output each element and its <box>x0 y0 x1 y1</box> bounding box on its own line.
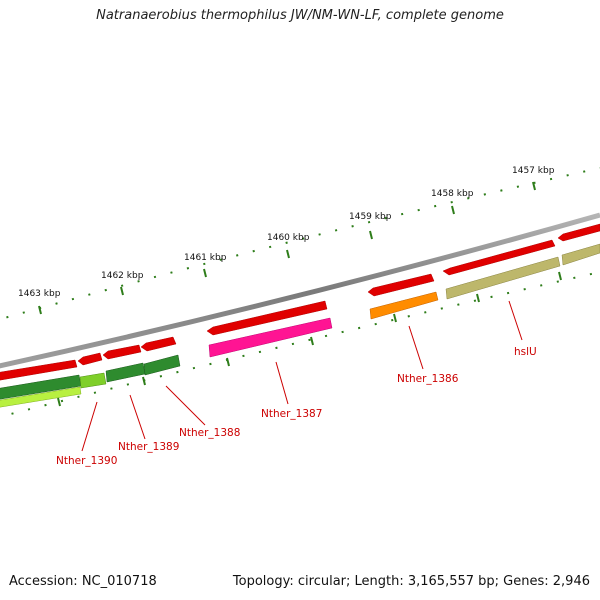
leader-nther-1390 <box>81 401 98 452</box>
cds-arrow-nther-1390b <box>0 359 78 381</box>
kbp-label: 1462 kbp <box>101 271 144 281</box>
inner-major-tick <box>310 336 314 346</box>
leader-nther-1386 <box>408 325 424 370</box>
gene-label-nther-1388: Nther_1388 <box>179 427 240 439</box>
topology-text: Topology: circular; Length: 3,165,557 bp… <box>232 574 590 589</box>
kbp-label: 1460 kbp <box>267 233 310 243</box>
major-tick <box>203 268 207 278</box>
feature-bar-nther-1390-light <box>79 372 107 389</box>
inner-tick-ruler <box>0 271 600 418</box>
kbp-labels: 1457 kbp 1458 kbp 1459 kbp 1460 kbp 1461… <box>18 166 555 299</box>
cds-arrow-hslU <box>442 239 556 276</box>
gene-label-nther-1386: Nther_1386 <box>397 373 459 385</box>
kbp-label: 1457 kbp <box>512 166 555 176</box>
inner-major-tick <box>476 293 480 303</box>
map-title: Natranaerobius thermophilus JW/NM-WN-LF,… <box>96 8 504 23</box>
kbp-label: 1459 kbp <box>349 212 392 222</box>
inner-major-tick <box>393 313 397 323</box>
cds-arrow-nther-1386 <box>367 273 435 297</box>
gene-label-hslU: hslU <box>514 346 537 358</box>
inner-major-tick <box>142 376 146 386</box>
label-leaders <box>81 300 523 452</box>
inner-major-tick <box>226 357 230 367</box>
major-tick <box>451 205 455 215</box>
cds-arrow-nther-1389 <box>102 344 142 360</box>
gene-label-nther-1390: Nther_1390 <box>56 455 117 467</box>
accession-text: Accession: NC_010718 <box>9 574 157 589</box>
feature-bar-hslU-2 <box>561 243 600 266</box>
feature-bar-hslU <box>445 256 561 300</box>
major-tick <box>532 181 536 191</box>
major-tick <box>286 249 290 259</box>
feature-bar-nther-1388 <box>143 354 181 376</box>
major-tick <box>38 305 42 315</box>
leader-nther-1388 <box>165 385 206 426</box>
kbp-label: 1463 kbp <box>18 289 61 299</box>
leader-nther-1389 <box>129 394 146 440</box>
forward-strand-genes <box>0 223 600 381</box>
cds-arrow-nther-1390a <box>77 352 103 366</box>
cds-arrow-nther-1388 <box>140 336 177 352</box>
inner-major-tick <box>57 397 61 407</box>
major-tick <box>369 230 373 240</box>
feature-bar-nther-1387 <box>208 317 333 358</box>
gene-labels: hslU Nther_1386 Nther_1387 Nther_1388 Nt… <box>56 346 537 467</box>
outer-tick-ruler <box>0 167 600 321</box>
feature-bar-nther-1389 <box>105 362 146 383</box>
feature-bars <box>0 243 600 408</box>
leader-nther-1387 <box>275 361 289 405</box>
cds-arrow-next <box>557 223 600 242</box>
gene-label-nther-1387: Nther_1387 <box>261 408 322 420</box>
kbp-label: 1458 kbp <box>431 189 474 199</box>
feature-bar-lime <box>0 386 82 408</box>
gene-label-nther-1389: Nther_1389 <box>118 441 179 453</box>
major-tick <box>120 286 124 296</box>
genome-backbone <box>0 212 600 369</box>
leader-hslU <box>508 300 523 341</box>
kbp-label: 1461 kbp <box>184 253 227 263</box>
feature-bar-nther-1386 <box>369 291 439 320</box>
inner-major-tick <box>558 271 562 281</box>
cds-arrow-nther-1387 <box>206 300 328 336</box>
